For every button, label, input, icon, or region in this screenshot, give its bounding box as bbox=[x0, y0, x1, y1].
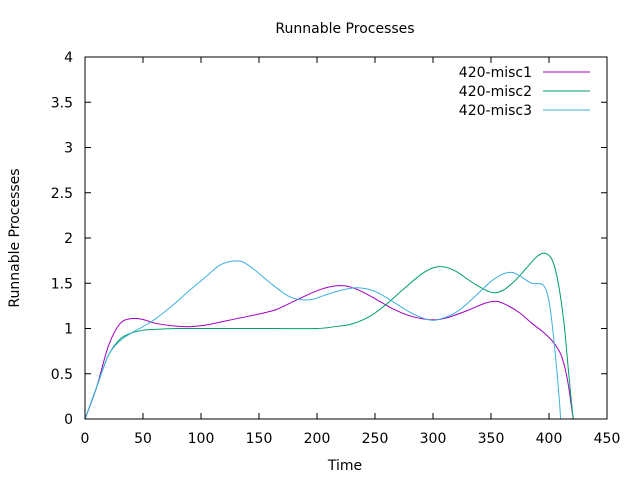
x-tick-label: 0 bbox=[81, 431, 90, 447]
y-tick-label: 2.5 bbox=[51, 186, 73, 202]
series-lines bbox=[84, 252, 574, 420]
legend: 420-misc1 420-misc2 420-misc3 bbox=[459, 65, 590, 119]
x-tick-label: 350 bbox=[478, 431, 505, 447]
y-tick-label: 3.5 bbox=[51, 95, 73, 111]
x-tick-label: 50 bbox=[134, 431, 152, 447]
y-tick-label: 1 bbox=[64, 322, 73, 338]
legend-label-2: 420-misc2 bbox=[459, 84, 532, 100]
x-axis-label: Time bbox=[327, 458, 362, 474]
x-tick-label: 150 bbox=[246, 431, 273, 447]
series-line-3 bbox=[84, 260, 562, 420]
x-ticks: 0 50 100 150 200 250 300 350 400 450 bbox=[81, 57, 621, 447]
chart-title: Runnable Processes bbox=[275, 21, 414, 37]
plot-frame bbox=[84, 56, 608, 420]
x-tick-label: 100 bbox=[188, 431, 215, 447]
series-line-1 bbox=[84, 285, 574, 420]
y-tick-label: 4 bbox=[64, 50, 73, 66]
x-tick-label: 200 bbox=[304, 431, 331, 447]
legend-label-1: 420-misc1 bbox=[459, 65, 532, 81]
series-line-2 bbox=[84, 252, 574, 420]
y-tick-label: 1.5 bbox=[51, 276, 73, 292]
y-tick-label: 2 bbox=[64, 231, 73, 247]
y-ticks: 0 0.5 1 1.5 2 2.5 3 3.5 4 bbox=[51, 50, 607, 428]
y-axis-label: Runnable Processes bbox=[7, 168, 23, 307]
x-tick-label: 450 bbox=[594, 431, 621, 447]
x-tick-label: 300 bbox=[420, 431, 447, 447]
x-tick-label: 250 bbox=[362, 431, 389, 447]
y-tick-label: 0.5 bbox=[51, 367, 73, 383]
legend-label-3: 420-misc3 bbox=[459, 103, 532, 119]
x-tick-label: 400 bbox=[536, 431, 563, 447]
y-tick-label: 3 bbox=[64, 141, 73, 157]
y-tick-label: 0 bbox=[64, 412, 73, 428]
